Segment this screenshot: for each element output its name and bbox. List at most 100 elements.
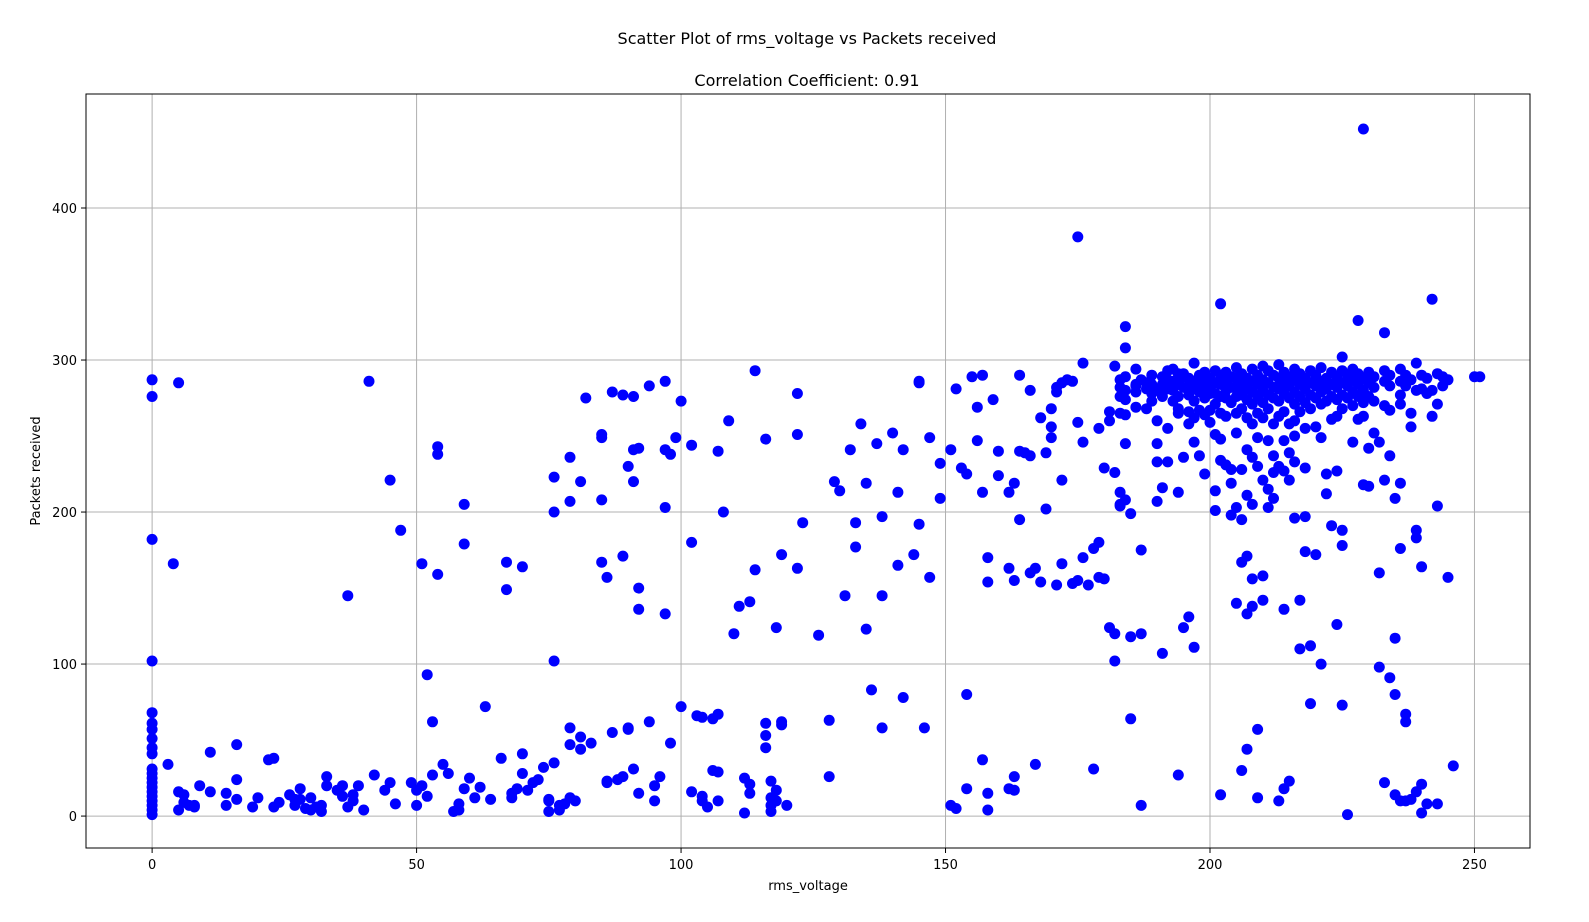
data-point (596, 494, 608, 506)
data-point (1331, 619, 1343, 630)
data-point (1394, 389, 1406, 401)
data-point (1320, 468, 1332, 480)
data-point (1326, 520, 1338, 532)
data-point (1289, 430, 1301, 442)
grid-lines (86, 94, 1530, 848)
data-point (1236, 403, 1248, 415)
data-point (992, 470, 1004, 482)
data-point (1109, 360, 1121, 372)
x-tick-label: 50 (408, 858, 425, 873)
data-point (358, 804, 370, 816)
data-point (876, 590, 888, 602)
data-point (458, 783, 470, 795)
data-point (1029, 562, 1041, 574)
data-point (1389, 689, 1401, 700)
data-point (1146, 369, 1158, 381)
data-point (1146, 395, 1158, 407)
x-tick-label: 200 (1198, 858, 1223, 873)
data-point (1384, 450, 1396, 462)
data-point (1379, 327, 1390, 339)
data-point (1431, 500, 1443, 512)
data-point (1262, 435, 1274, 447)
data-point (1410, 532, 1422, 544)
data-point (1394, 398, 1406, 410)
data-point (1389, 492, 1401, 504)
data-point (1257, 412, 1269, 424)
data-point (427, 769, 438, 781)
data-point (1109, 655, 1121, 667)
data-point (1109, 467, 1121, 478)
data-point (1077, 436, 1089, 448)
data-point (337, 790, 348, 802)
data-point (1384, 672, 1396, 684)
data-point (966, 371, 978, 383)
data-point (352, 780, 364, 792)
data-point (1209, 485, 1221, 497)
data-point (1283, 474, 1295, 486)
data-point (1008, 575, 1020, 586)
data-point (908, 549, 920, 561)
data-point (1315, 432, 1327, 444)
data-point (1299, 546, 1311, 558)
data-point (575, 731, 587, 743)
data-point (1188, 357, 1200, 369)
data-point (1336, 699, 1348, 711)
data-point (622, 460, 634, 472)
data-point (363, 375, 375, 387)
data-point (1246, 600, 1258, 612)
data-point (659, 608, 671, 620)
data-point (1093, 536, 1105, 548)
data-point (1077, 552, 1089, 564)
data-point (712, 766, 724, 778)
data-point (1331, 465, 1343, 477)
data-point (585, 737, 597, 749)
data-point (1098, 573, 1110, 585)
y-tick-label: 400 (52, 202, 77, 217)
data-point (1416, 561, 1428, 573)
data-point (1029, 758, 1041, 770)
data-point (416, 780, 428, 792)
data-point (389, 798, 401, 810)
data-point (1051, 579, 1063, 591)
data-point (1119, 342, 1131, 354)
data-point (564, 739, 576, 751)
data-point (1426, 410, 1438, 422)
data-point (1178, 622, 1189, 634)
data-point (1024, 384, 1036, 396)
data-point (1172, 407, 1184, 419)
x-tick-label: 250 (1462, 858, 1487, 873)
data-point (1426, 293, 1438, 305)
data-point (665, 448, 676, 460)
data-point (1014, 514, 1026, 526)
data-point (1225, 464, 1237, 475)
data-point (1204, 416, 1216, 428)
data-point (416, 558, 428, 570)
data-point (437, 758, 449, 770)
data-point (1373, 567, 1385, 579)
data-point (321, 771, 333, 783)
data-point (347, 795, 359, 807)
data-point (458, 498, 470, 510)
data-point (543, 793, 555, 805)
data-point (194, 780, 206, 792)
data-point (1003, 486, 1015, 498)
data-point (1082, 579, 1094, 591)
data-point (1299, 462, 1311, 474)
data-point (543, 806, 555, 817)
data-point (601, 777, 613, 789)
data-point (1252, 432, 1264, 444)
data-point (982, 552, 994, 564)
data-point (1384, 404, 1396, 416)
data-point (1347, 400, 1359, 412)
data-point (532, 774, 544, 786)
data-point (479, 701, 491, 713)
data-point (1246, 498, 1258, 510)
data-point (686, 439, 698, 451)
data-point (1262, 403, 1274, 415)
x-axis-label: rms_voltage (768, 879, 848, 894)
data-point (1119, 494, 1131, 506)
y-tick-label: 100 (52, 658, 77, 673)
data-point (1384, 369, 1396, 381)
data-point (1119, 321, 1131, 333)
data-point (1188, 395, 1200, 407)
